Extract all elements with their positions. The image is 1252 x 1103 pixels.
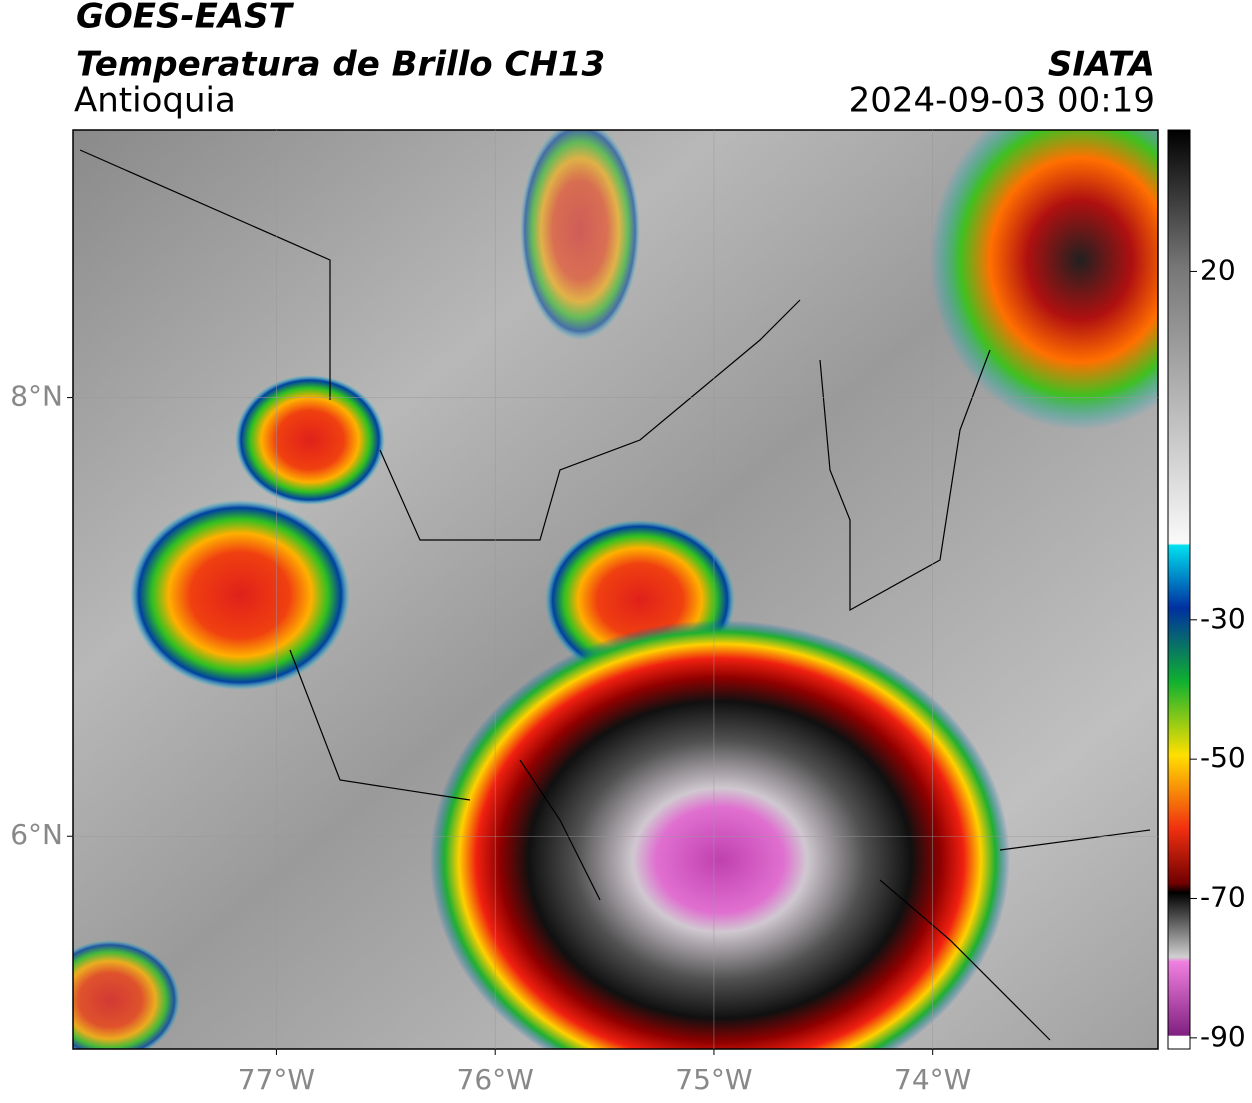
region-label: Antioquia — [74, 81, 236, 121]
colorbar-tick-label: -70 — [1200, 881, 1246, 914]
colorbar-tick-label: 20 — [1200, 253, 1236, 286]
lon-tick-label: 77°W — [238, 1063, 315, 1096]
satellite-title: GOES-EAST — [76, 0, 295, 37]
colorbar-tick-label: -30 — [1200, 602, 1246, 635]
lon-tick-label: 75°W — [675, 1063, 752, 1096]
source-label: SIATA — [1048, 45, 1155, 85]
product-title: Temperatura de Brillo CH13 — [76, 45, 605, 85]
lat-tick-label: 8°N — [10, 380, 63, 413]
datetime-label: 2024-09-03 00:19 — [849, 81, 1155, 121]
map-frame — [72, 129, 1159, 1050]
lon-tick-label: 74°W — [894, 1063, 971, 1096]
lon-tick-label: 76°W — [457, 1063, 534, 1096]
lat-tick-label: 6°N — [10, 818, 63, 851]
colorbar-tick-label: -50 — [1200, 741, 1246, 774]
colorbar — [1167, 129, 1191, 1050]
colorbar-tick-label: -90 — [1200, 1020, 1246, 1053]
imagery — [73, 130, 1158, 1049]
